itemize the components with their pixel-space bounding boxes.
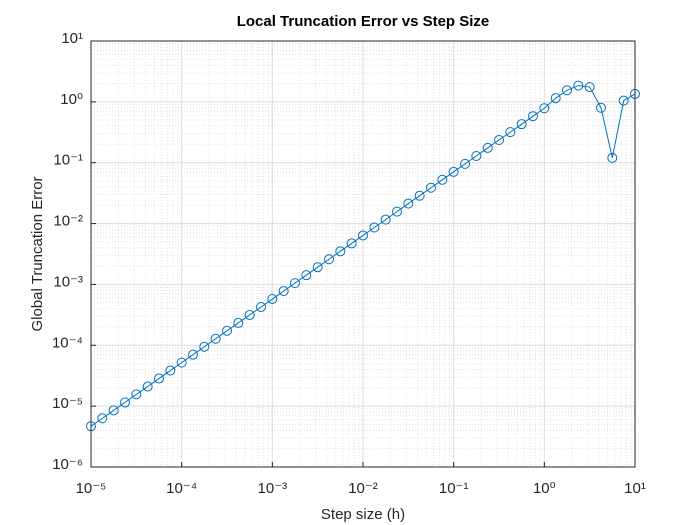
- chart-title: Local Truncation Error vs Step Size: [237, 13, 490, 30]
- data-point: [573, 80, 584, 91]
- y-tick-label: 10⁰: [60, 91, 83, 108]
- data-point: [369, 222, 380, 233]
- data-point: [335, 246, 346, 257]
- data-point: [324, 254, 335, 265]
- data-point: [165, 365, 176, 376]
- data-point: [346, 238, 357, 249]
- data-point: [289, 278, 300, 289]
- x-tick-label: 10⁰: [533, 480, 556, 497]
- data-point: [414, 190, 425, 201]
- data-point: [528, 111, 539, 122]
- x-tick-label: 10⁻²: [348, 480, 378, 497]
- data-point: [482, 142, 493, 153]
- data-point: [516, 119, 527, 130]
- data-point: [312, 262, 323, 273]
- data-point: [188, 349, 199, 360]
- data-point: [119, 397, 130, 408]
- data-point: [210, 333, 221, 344]
- data-point: [380, 214, 391, 225]
- data-point: [199, 341, 210, 352]
- data-point: [358, 230, 368, 241]
- marks: [86, 80, 640, 432]
- x-tick-label: 10¹: [624, 480, 646, 497]
- data-point: [108, 405, 119, 416]
- data-point: [131, 389, 142, 400]
- y-tick-label: 10⁻³: [53, 273, 83, 290]
- x-tick-label: 10⁻³: [258, 480, 288, 497]
- data-point: [97, 413, 108, 424]
- data-point: [256, 301, 267, 312]
- y-tick-label: 10⁻⁴: [52, 334, 83, 351]
- series-line: [90, 85, 636, 427]
- data-point: [460, 158, 471, 169]
- data-point: [425, 182, 436, 193]
- data-point: [233, 317, 244, 328]
- data-point: [505, 127, 516, 138]
- data-point: [142, 381, 153, 392]
- x-axis-label: Step size (h): [321, 506, 405, 523]
- data-point: [301, 270, 312, 281]
- data-point: [493, 135, 504, 146]
- y-tick-label: 10⁻⁶: [52, 456, 83, 473]
- y-tick-label: 10⁻¹: [53, 152, 83, 169]
- x-tick-label: 10⁻¹: [439, 480, 469, 497]
- data-point: [244, 309, 255, 320]
- y-tick-label: 10⁻²: [53, 213, 83, 230]
- grid: [90, 40, 636, 468]
- y-tick-label: 10⁻⁵: [52, 395, 83, 412]
- data-point: [437, 174, 448, 185]
- data-point: [561, 85, 572, 96]
- data-point: [607, 152, 618, 163]
- x-tick-label: 10⁻⁴: [166, 480, 197, 497]
- data-point: [618, 95, 629, 106]
- data-point: [596, 102, 607, 113]
- data-point: [471, 150, 482, 161]
- data-point: [448, 166, 459, 177]
- data-point: [584, 82, 595, 93]
- data-point: [403, 198, 414, 209]
- data-point: [550, 93, 561, 104]
- data-point: [267, 294, 278, 305]
- data-point: [391, 206, 402, 217]
- data-point: [539, 103, 550, 114]
- data-point: [278, 286, 289, 297]
- y-axis-label: Global Truncation Error: [29, 176, 46, 331]
- data-point: [153, 373, 164, 384]
- data-point: [221, 325, 232, 336]
- data-point: [176, 357, 187, 368]
- y-tick-label: 10¹: [61, 30, 83, 47]
- x-tick-label: 10⁻⁵: [76, 480, 107, 497]
